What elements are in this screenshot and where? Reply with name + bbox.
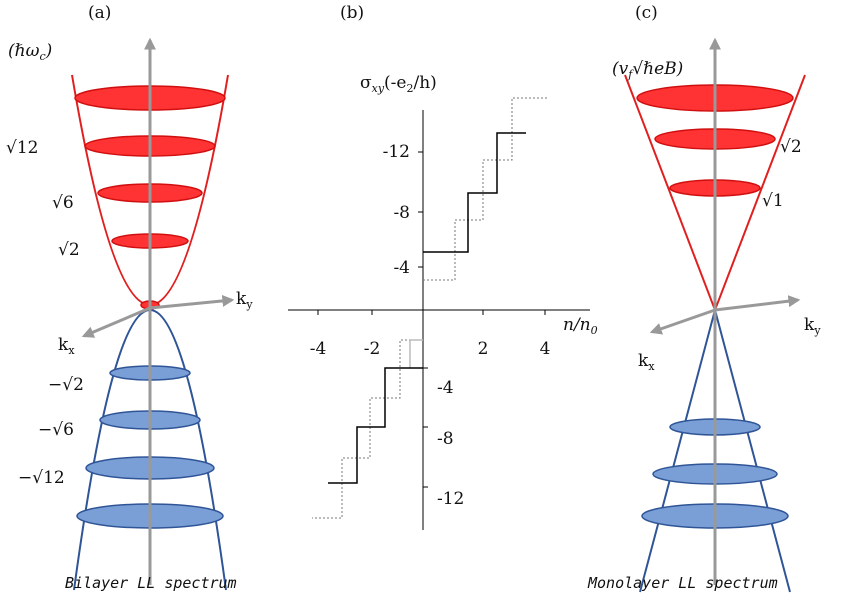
label-part: (-e [384, 73, 406, 93]
label-part: /h) [413, 73, 436, 93]
kx-axis [652, 310, 715, 332]
x-tick-label: 4 [540, 339, 551, 359]
y-tick-label: -8 [437, 429, 454, 449]
unit: (vf√ℏeB) [612, 59, 683, 81]
label-part: ) [45, 41, 53, 61]
panel-tag: (a) [88, 3, 111, 23]
level-label: −√12 [18, 468, 65, 488]
level-label: −√2 [48, 375, 84, 395]
y-tick-label: -8 [393, 203, 410, 223]
caption: Bilayer LL spectrum [65, 574, 237, 592]
panel-b: (b) σxy(-e2/h) -12 -8 -4 -4 -8 -12 -4 -2… [288, 3, 598, 530]
label-part: n/n [563, 315, 591, 335]
y-tick-label: -4 [393, 258, 410, 278]
step-dotted [312, 340, 423, 518]
kx-label: kx [58, 335, 75, 357]
panel-a: (a) (ℏωc) √12 √6 √2 −√2 −√6 −√12 ky kx B… [6, 3, 253, 592]
y-tick-label: -4 [437, 378, 454, 398]
label-part: xy [372, 82, 385, 95]
label-part: (v [612, 59, 629, 79]
panel-tag: (c) [635, 3, 658, 23]
level-label: √12 [6, 138, 38, 158]
ky-label: ky [804, 315, 821, 337]
caption: Monolayer LL spectrum [587, 574, 778, 592]
y-label: σxy(-e2/h) [360, 73, 437, 95]
level-label: −√6 [38, 420, 74, 440]
kx-axis [84, 308, 150, 336]
x-label: n/n0 [563, 315, 598, 337]
label-part: y [813, 324, 821, 337]
ky-axis [715, 300, 798, 310]
level-label: √1 [762, 191, 784, 211]
step-solid [328, 368, 423, 483]
figure: (a) (ℏωc) √12 √6 √2 −√2 −√6 −√12 ky kx B… [0, 0, 847, 603]
panel-tag: (b) [340, 3, 364, 23]
label-part: √ℏeB) [632, 59, 683, 79]
label-part: 0 [591, 324, 598, 337]
level-label: √2 [780, 137, 802, 157]
x-tick-label: -2 [364, 339, 381, 359]
label-part: x [68, 344, 75, 357]
y-tick-label: -12 [383, 142, 410, 162]
ky-axis [150, 300, 232, 308]
level-label: √2 [58, 240, 80, 260]
unit: (ℏωc) [8, 41, 52, 63]
level-label: √6 [52, 193, 74, 213]
label-part: σ [360, 73, 372, 93]
label-part: x [648, 360, 655, 373]
step-gray [410, 340, 423, 368]
y-tick-label: -12 [437, 489, 464, 509]
step-solid [423, 133, 526, 252]
label-part: 2 [406, 82, 413, 95]
kx-label: kx [638, 351, 655, 373]
ky-label: ky [236, 289, 253, 311]
x-tick-label: -4 [310, 339, 327, 359]
x-tick-label: 2 [478, 339, 489, 359]
label-part: y [245, 298, 253, 311]
panel-c: (c) (vf√ℏeB) √2 √1 ky kx Monolayer LL sp… [587, 3, 821, 592]
label-part: (ℏω [8, 41, 40, 61]
